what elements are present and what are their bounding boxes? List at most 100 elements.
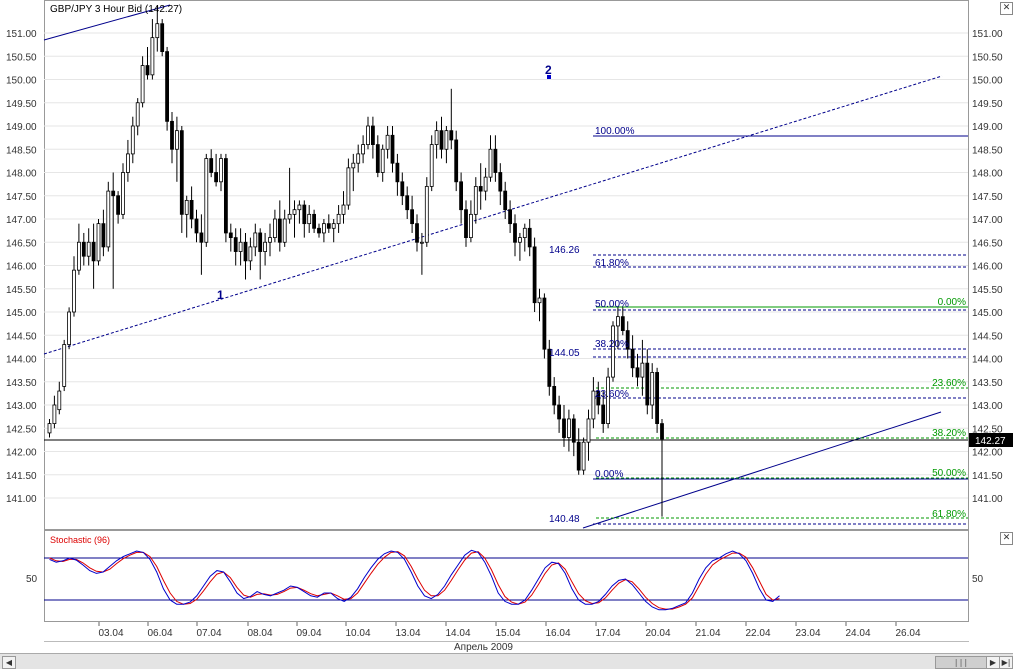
y-tick-label-right: 141.50 bbox=[972, 471, 1003, 482]
candle-body bbox=[179, 130, 184, 215]
candle-body bbox=[449, 130, 454, 141]
close-price-panel-icon[interactable]: ✕ bbox=[1000, 2, 1013, 15]
fib-green-label-23-6: 23.60% bbox=[932, 378, 966, 389]
fib-label-0: 0.00% bbox=[595, 469, 623, 480]
y-tick-label-left: 143.00 bbox=[6, 401, 37, 412]
price-grid bbox=[44, 32, 968, 499]
candle-body bbox=[199, 232, 204, 243]
y-tick-label-right: 143.50 bbox=[972, 378, 1003, 389]
candle-body bbox=[287, 213, 292, 220]
candle-body bbox=[101, 223, 106, 248]
candle-body bbox=[62, 344, 67, 387]
wave-2-marker bbox=[547, 75, 551, 79]
y-tick-label-right: 143.00 bbox=[972, 401, 1003, 412]
y-tick-label-left: 145.50 bbox=[6, 285, 37, 296]
candle-body bbox=[317, 227, 321, 234]
fib-label-50: 50.00% bbox=[595, 299, 629, 310]
candle-body bbox=[155, 23, 160, 39]
y-tick-label-right: 148.50 bbox=[972, 145, 1003, 156]
y-tick-label-left: 141.50 bbox=[6, 471, 37, 482]
candle-body bbox=[405, 195, 410, 211]
y-tick-label-left: 141.00 bbox=[6, 494, 37, 505]
x-tick-label: 23.04 bbox=[795, 628, 820, 639]
candle-body bbox=[130, 125, 135, 155]
trendlines bbox=[43, 4, 968, 529]
candle-body bbox=[116, 195, 120, 215]
trendline-dashed-support bbox=[43, 75, 943, 355]
candle-body bbox=[478, 186, 483, 192]
candle-body bbox=[429, 144, 434, 187]
candle-body bbox=[307, 213, 312, 225]
scroll-thumb[interactable]: ||| bbox=[935, 656, 987, 669]
y-tick-label-right: 149.00 bbox=[972, 122, 1003, 133]
y-tick-label-left: 143.50 bbox=[6, 378, 37, 389]
fib-green-label-0: 0.00% bbox=[938, 297, 966, 308]
candle-body bbox=[140, 65, 145, 104]
candle-body bbox=[547, 348, 552, 387]
candle-body bbox=[635, 367, 640, 378]
x-tick-label: 07.04 bbox=[196, 628, 221, 639]
candle-body bbox=[444, 130, 449, 150]
candle-body bbox=[630, 348, 635, 369]
y-tick-label-right: 146.50 bbox=[972, 238, 1003, 249]
candle-body bbox=[537, 297, 542, 304]
candle-body bbox=[57, 390, 62, 411]
x-tick-label: 20.04 bbox=[645, 628, 670, 639]
y-tick-label-left: 149.50 bbox=[6, 99, 37, 110]
candle-body bbox=[366, 125, 370, 146]
candle-body bbox=[277, 218, 282, 243]
candle-body bbox=[135, 102, 140, 127]
candle-body bbox=[243, 241, 248, 262]
candle-body bbox=[47, 423, 52, 434]
candle-body bbox=[321, 223, 326, 234]
candle-body bbox=[606, 376, 610, 425]
candle-body bbox=[77, 241, 81, 271]
x-tick-label: 24.04 bbox=[845, 628, 870, 639]
candle-body bbox=[532, 246, 537, 304]
chart-title: GBP/JPY 3 Hour Bid (142.27) bbox=[50, 4, 182, 15]
fib-green-label-50: 50.00% bbox=[932, 468, 966, 479]
candle-body bbox=[170, 120, 174, 150]
y-tick-label-left: 144.00 bbox=[6, 355, 37, 366]
scroll-left-icon[interactable]: ◀ bbox=[2, 656, 16, 669]
y-tick-label-right: 146.00 bbox=[972, 262, 1003, 273]
x-tick-label: 26.04 bbox=[895, 628, 920, 639]
x-tick-label: 14.04 bbox=[445, 628, 470, 639]
candle-body bbox=[375, 144, 380, 173]
candles bbox=[47, 5, 664, 517]
y-tick-label-left: 148.00 bbox=[6, 169, 37, 180]
candle-body bbox=[567, 418, 571, 438]
price-note-140-48: 140.48 bbox=[549, 514, 580, 525]
candle-body bbox=[174, 130, 179, 150]
candle-body bbox=[620, 316, 625, 331]
candle-body bbox=[223, 158, 228, 234]
scroll-end-icon[interactable]: ▶| bbox=[999, 656, 1013, 669]
candle-body bbox=[380, 148, 385, 173]
candle-body bbox=[145, 65, 150, 76]
y-tick-label-left: 150.50 bbox=[6, 52, 37, 63]
candle-body bbox=[126, 153, 130, 173]
y-tick-label-right: 151.00 bbox=[972, 29, 1003, 40]
scroll-right-icon[interactable]: ▶ bbox=[986, 656, 1000, 669]
candle-body bbox=[571, 418, 576, 443]
candle-body bbox=[351, 162, 356, 169]
y-tick-label-left: 142.50 bbox=[6, 424, 37, 435]
horizontal-scrollbar[interactable]: ◀ ||| ▶ ▶| bbox=[0, 653, 1013, 669]
candle-body bbox=[121, 172, 125, 215]
candle-body bbox=[508, 209, 513, 225]
close-indicator-panel-icon[interactable]: ✕ bbox=[1000, 532, 1013, 545]
y-tick-label-left: 144.50 bbox=[6, 331, 37, 342]
price-tag-box bbox=[969, 433, 1013, 447]
candle-body bbox=[581, 441, 586, 471]
candle-body bbox=[238, 241, 243, 252]
y-tick-label-right: 147.50 bbox=[972, 192, 1003, 203]
candle-body bbox=[518, 237, 522, 243]
stoch-level-label-right: 50 bbox=[972, 574, 984, 585]
candle-body bbox=[503, 190, 508, 211]
candle-body bbox=[454, 139, 459, 183]
candle-body bbox=[468, 213, 473, 239]
y-tick-label-left: 142.00 bbox=[6, 448, 37, 459]
stoch-label: Stochastic (96) bbox=[50, 535, 110, 545]
candle-body bbox=[219, 158, 223, 183]
y-tick-label-right: 147.00 bbox=[972, 215, 1003, 226]
